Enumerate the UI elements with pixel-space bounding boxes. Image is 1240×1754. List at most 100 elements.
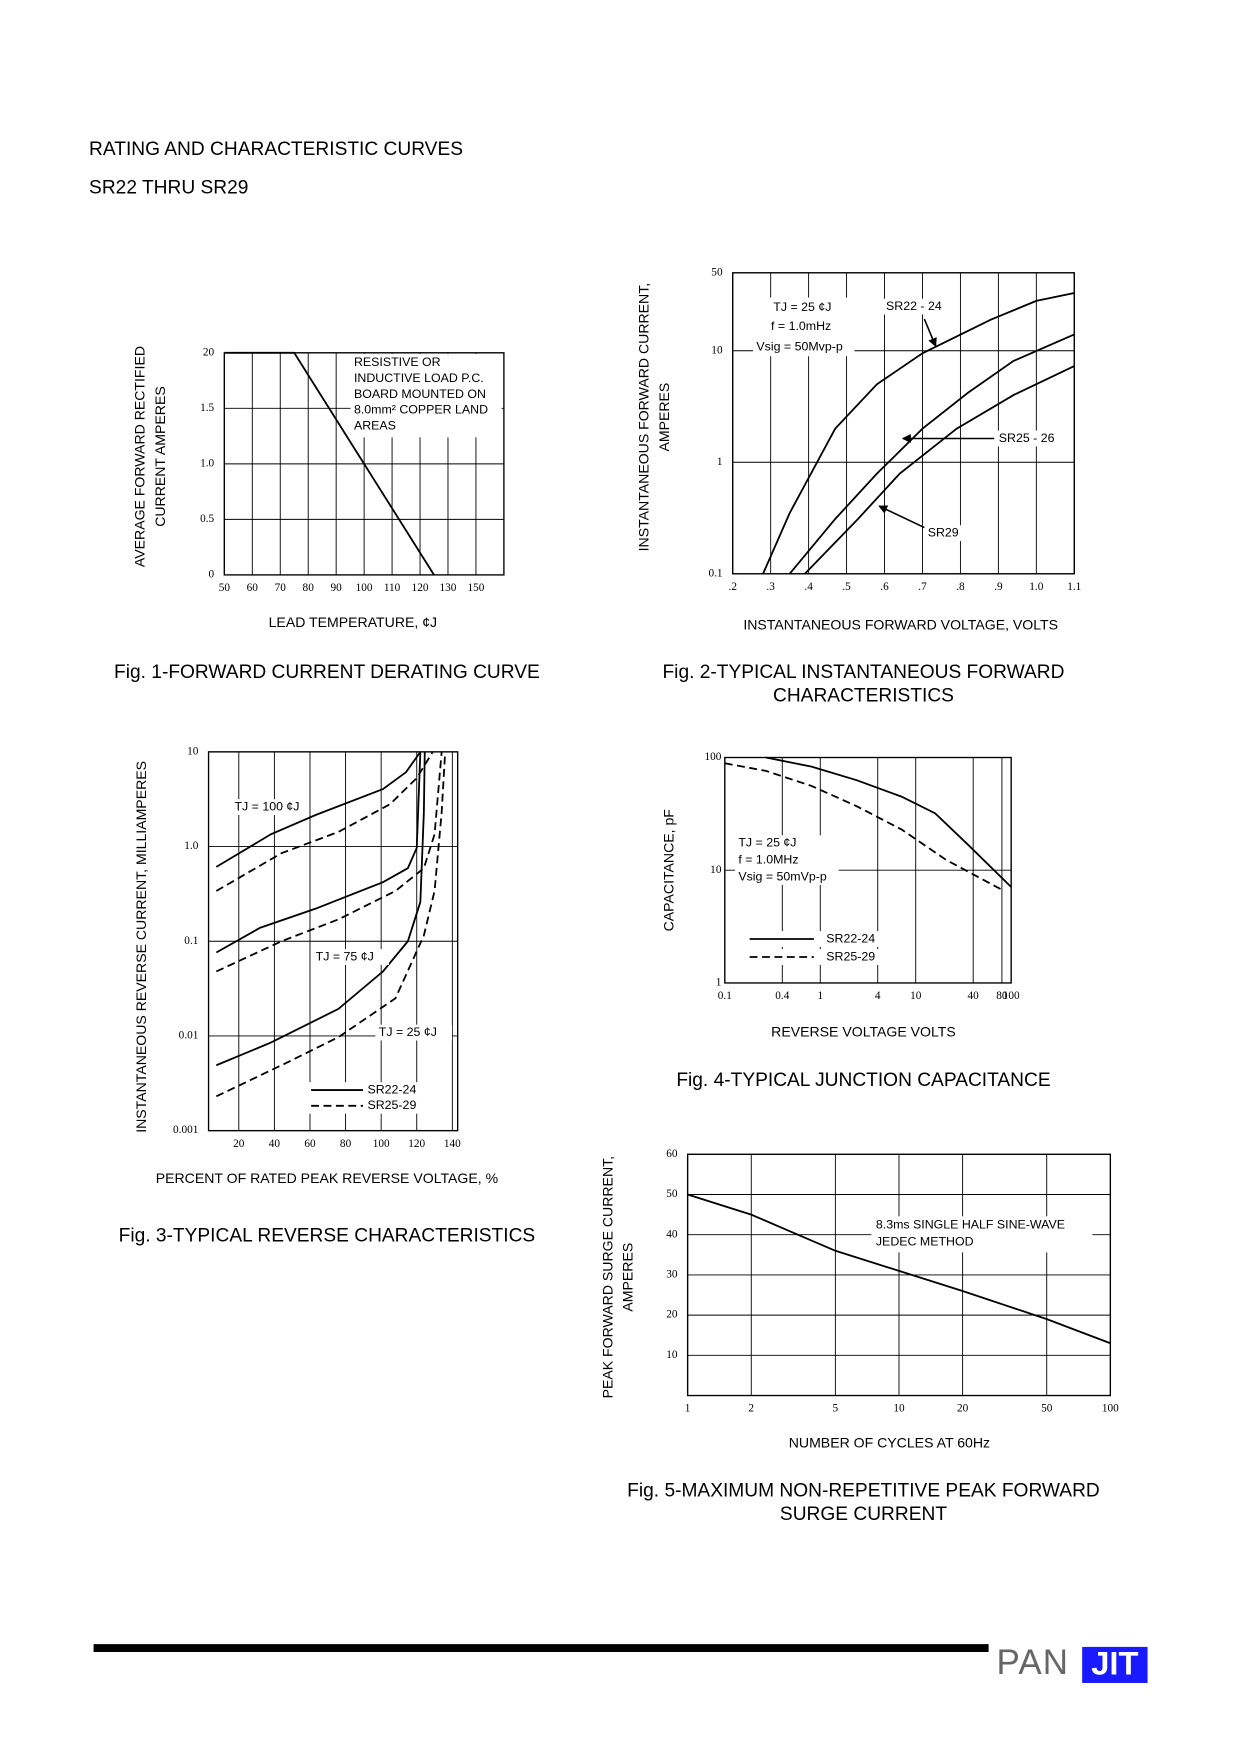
figure-caption: CHARACTERISTICS: [773, 686, 954, 707]
series-line: [804, 365, 1075, 575]
series-line: [215, 751, 422, 954]
x-tick-label: .7: [918, 581, 927, 593]
x-tick-label: 40: [968, 990, 980, 1002]
y-axis-label: AVERAGE FORWARD RECTIFIED: [132, 346, 148, 567]
x-tick-label: 80: [996, 990, 1008, 1002]
y-tick-label: 10: [711, 344, 723, 356]
series-callout: SR22 - 24: [886, 299, 942, 313]
figure-caption: SURGE CURRENT: [780, 1504, 947, 1525]
x-tick-label: 10: [910, 990, 922, 1002]
x-tick-label: 100: [1003, 990, 1020, 1002]
y-axis-label: AMPERES: [656, 383, 672, 452]
x-tick-label: 40: [269, 1138, 281, 1150]
x-tick-label: .6: [880, 581, 889, 593]
figure-caption: Fig. 4-TYPICAL JUNCTION CAPACITANCE: [676, 1070, 1050, 1091]
series-line: [765, 756, 1012, 888]
y-axis-label: INSTANTANEOUS REVERSE CURRENT, MILLIAMPE…: [133, 761, 149, 1133]
x-tick-label: .2: [728, 581, 737, 593]
x-tick-label: 0.4: [775, 990, 789, 1002]
x-tick-label: .3: [766, 581, 775, 593]
annotation: TJ = 25 ¢J: [773, 300, 831, 314]
callout-bg: [995, 430, 1061, 447]
annotation: 8.0mm² COPPER LAND: [354, 403, 488, 417]
annotation-bg: [375, 1024, 453, 1041]
x-tick-label: .4: [804, 581, 813, 593]
annotation-bg: [312, 949, 389, 965]
x-tick-label: 1: [817, 990, 823, 1002]
annotation: RESISTIVE OR: [354, 355, 441, 369]
annotation-box: [350, 353, 502, 438]
x-axis-label: PERCENT OF RATED PEAK REVERSE VOLTAGE, %: [156, 1170, 499, 1186]
series-line: [224, 351, 435, 576]
x-axis-label: REVERSE VOLTAGE VOLTS: [771, 1023, 956, 1039]
y-tick-label: 60: [666, 1148, 678, 1160]
series-line: [724, 762, 1004, 892]
y-tick-label: 20: [666, 1309, 678, 1321]
x-tick-label: 2: [748, 1403, 754, 1415]
y-tick-label: 10: [666, 1349, 678, 1361]
x-tick-label: .5: [842, 581, 851, 593]
legend-label: SR25-29: [367, 1098, 416, 1112]
y-tick-label: 1.0: [184, 840, 198, 852]
x-tick-label: 20: [233, 1138, 245, 1150]
logo-text: PAN: [997, 1643, 1070, 1682]
x-tick-label: 60: [247, 582, 259, 594]
legend-bg: [306, 1097, 422, 1114]
y-tick-label: 0.01: [179, 1030, 199, 1042]
y-axis-label: CURRENT AMPERES: [152, 386, 168, 527]
figure-caption: Fig. 3-TYPICAL REVERSE CHARACTERISTICS: [119, 1226, 536, 1247]
series-callout: SR29: [928, 525, 959, 539]
legend-label: SR25-29: [826, 949, 875, 963]
logo-box: [1082, 1646, 1148, 1683]
x-tick-label: 1.0: [1029, 581, 1043, 593]
x-tick-label: 100: [373, 1138, 390, 1150]
figure-caption: Fig. 5-MAXIMUM NON-REPETITIVE PEAK FORWA…: [627, 1480, 1100, 1501]
y-tick-label: 100: [705, 751, 722, 763]
annotation: f = 1.0mHz: [771, 319, 831, 333]
annotation: INDUCTIVE LOAD P.C.: [354, 371, 484, 385]
x-tick-label: 140: [444, 1138, 461, 1150]
y-axis-label: AMPERES: [620, 1243, 636, 1312]
y-tick-label: 0: [209, 568, 215, 580]
series-line: [762, 292, 1075, 575]
x-tick-label: 150: [467, 582, 484, 594]
annotation: TJ = 75 ¢J: [316, 949, 374, 963]
series-line: [687, 1193, 1111, 1345]
y-tick-label: 0.1: [708, 567, 722, 579]
x-axis-label: LEAD TEMPERATURE, ¢J: [269, 614, 437, 630]
y-tick-label: 30: [666, 1269, 678, 1281]
callout-bg: [882, 298, 949, 315]
x-axis-label: NUMBER OF CYCLES AT 60Hz: [789, 1435, 990, 1451]
callout-arrow: [878, 505, 925, 529]
x-tick-label: 10: [893, 1403, 905, 1415]
y-tick-label: 50: [711, 266, 723, 278]
series-callout: SR25 - 26: [999, 431, 1055, 445]
y-tick-label: 1.0: [200, 457, 214, 469]
series-line: [215, 751, 422, 868]
x-tick-label: 70: [275, 582, 287, 594]
x-tick-label: 80: [303, 582, 315, 594]
x-tick-label: 50: [1041, 1403, 1053, 1415]
figure-caption: Fig. 2-TYPICAL INSTANTANEOUS FORWARD: [662, 662, 1064, 683]
series-line: [215, 751, 447, 1098]
logo-text-highlight: JIT: [1091, 1645, 1138, 1682]
series-line: [788, 333, 1075, 575]
x-tick-label: 120: [408, 1138, 425, 1150]
y-tick-label: 1: [717, 456, 723, 468]
y-axis-label: INSTANTANEOUS FORWARD CURRENT,: [636, 283, 652, 552]
annotation: Vsig = 50Mvp-p: [756, 339, 842, 353]
x-tick-label: 50: [219, 582, 231, 594]
x-tick-label: 80: [340, 1138, 352, 1150]
x-tick-label: 130: [440, 582, 457, 594]
annotation-box: [753, 297, 855, 357]
callout-arrow: [923, 318, 937, 348]
y-tick-label: 10: [187, 745, 199, 757]
annotation-box: [871, 1216, 1093, 1253]
x-tick-label: 5: [833, 1403, 839, 1415]
annotation-box: [734, 835, 839, 885]
y-axis-label: CAPACITANCE, pF: [660, 809, 676, 932]
legend-label: SR22-24: [826, 931, 875, 945]
x-tick-label: 4: [875, 990, 881, 1002]
